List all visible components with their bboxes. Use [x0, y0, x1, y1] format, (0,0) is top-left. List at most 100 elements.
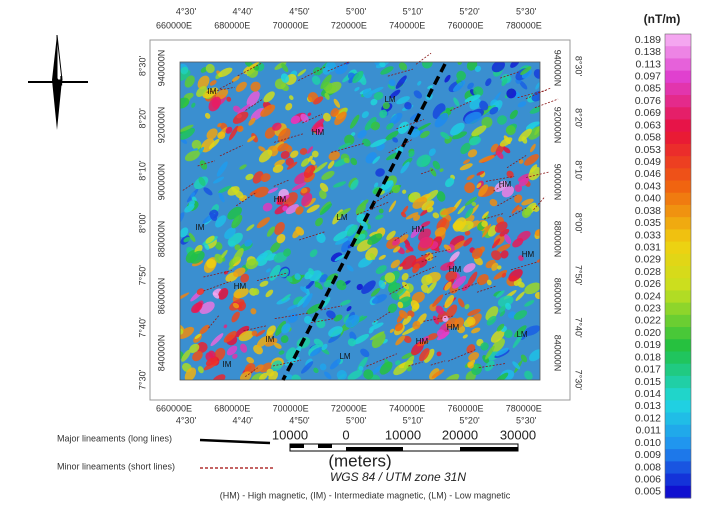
bottom-degree: 4°40': [233, 415, 254, 425]
scale-tick: 0: [342, 427, 349, 442]
scale-tick: 10000: [385, 427, 421, 442]
colorbar-label: 0.138: [635, 46, 661, 58]
left-degree: 8°10': [137, 160, 147, 181]
colorbar-swatch: [665, 254, 691, 267]
colorbar-swatch: [665, 327, 691, 340]
right-utm: 940000N: [553, 50, 563, 87]
colorbar-label: 0.026: [635, 278, 661, 290]
scale-seg: [318, 444, 332, 448]
bottom-utm: 760000E: [447, 403, 483, 413]
map-label: IM: [196, 223, 205, 232]
left-utm: 880000N: [156, 221, 166, 258]
colorbar-swatch: [665, 58, 691, 71]
magnetic-map: [172, 56, 546, 388]
colorbar-swatch: [665, 46, 691, 59]
colorbar-swatch: [665, 107, 691, 120]
right-utm: 860000N: [553, 278, 563, 315]
colorbar-swatch: [665, 278, 691, 291]
colorbar-label: 0.024: [635, 290, 661, 302]
colorbar-swatch: [665, 181, 691, 194]
colorbar-swatch: [665, 449, 691, 462]
map-label: HM: [499, 180, 512, 189]
map-label: HM: [447, 323, 460, 332]
right-degree: 8°00': [574, 213, 584, 234]
colorbar-label: 0.076: [635, 95, 661, 107]
colorbar-swatch: [665, 425, 691, 438]
colorbar-swatch: [665, 83, 691, 96]
right-degree: 8°20': [574, 108, 584, 129]
legend-major: Major lineaments (long lines): [57, 433, 172, 443]
scale-seg: [290, 444, 304, 448]
top-degree: 4°50': [289, 6, 310, 16]
map-label: HM: [416, 337, 429, 346]
map-label: IM: [223, 360, 232, 369]
map-label: IM: [208, 87, 217, 96]
right-degree: 7°50': [574, 265, 584, 286]
right-utm: 900000N: [553, 164, 563, 201]
left-degree: 7°50': [137, 265, 147, 286]
top-utm: 740000E: [389, 20, 425, 30]
map-label: LM: [516, 330, 527, 339]
colorbar-label: 0.035: [635, 217, 661, 229]
map-label: LM: [339, 352, 350, 361]
left-degree: 8°00': [137, 212, 147, 233]
left-degree: 8°30': [137, 56, 147, 77]
map-label: LM: [336, 213, 347, 222]
colorbar-label: 0.023: [635, 303, 661, 315]
bottom-utm: 720000E: [331, 403, 367, 413]
colorbar-label: 0.015: [635, 376, 661, 388]
scale-bar: [290, 444, 518, 451]
colorbar-label: 0.010: [635, 437, 661, 449]
map-label: HM: [522, 250, 535, 259]
right-degree: 8°10': [574, 160, 584, 181]
colorbar-swatch: [665, 413, 691, 426]
colorbar-label: 0.063: [635, 119, 661, 131]
colorbar-label: 0.009: [635, 449, 661, 461]
colorbar-unit: (nT/m): [644, 12, 681, 26]
left-degree: 7°40': [137, 317, 147, 338]
colorbar-label: 0.019: [635, 339, 661, 351]
map-label: HM: [312, 128, 325, 137]
colorbar-swatch: [665, 119, 691, 132]
top-utm: 720000E: [331, 20, 367, 30]
map-label: IM: [266, 335, 275, 344]
top-degree: 4°40': [233, 6, 254, 16]
colorbar-swatch: [665, 437, 691, 450]
colorbar-swatch: [665, 217, 691, 230]
colorbar-swatch: [665, 156, 691, 169]
colorbar-label: 0.011: [636, 425, 662, 437]
colorbar-label: 0.014: [635, 388, 661, 400]
bottom-utm: 740000E: [389, 403, 425, 413]
colorbar-label: 0.031: [635, 241, 661, 253]
map-label: LM: [384, 95, 395, 104]
colorbar-swatch: [665, 205, 691, 218]
bottom-degree: 5°30': [516, 415, 537, 425]
colorbar-swatch: [665, 461, 691, 474]
bottom-utm: 660000E: [156, 403, 192, 413]
bottom-degree: 5°20': [459, 415, 480, 425]
colorbar-label: 0.043: [635, 180, 661, 192]
colorbar-label: 0.085: [635, 83, 661, 95]
colorbar-swatch: [665, 486, 691, 499]
colorbar-swatch: [665, 71, 691, 84]
left-utm: 860000N: [156, 278, 166, 315]
top-utm: 780000E: [506, 20, 542, 30]
projection: WGS 84 / UTM zone 31N: [330, 470, 466, 484]
map-figure: N Major lineaments (long lines) Minor li…: [0, 0, 709, 508]
scale-tick: 10000: [272, 427, 308, 442]
colorbar-swatch: [665, 303, 691, 316]
colorbar-swatch: [665, 388, 691, 401]
top-utm: 660000E: [156, 20, 192, 30]
colorbar-label: 0.013: [635, 400, 661, 412]
colorbar-swatch: [665, 339, 691, 352]
colorbar-label: 0.189: [635, 34, 661, 46]
colorbar-swatch: [665, 364, 691, 377]
bottom-degree: 4°30': [176, 415, 197, 425]
colorbar-label: 0.046: [635, 168, 661, 180]
colorbar-label: 0.058: [635, 132, 661, 144]
footnote: (HM) - High magnetic, (IM) - Intermediat…: [220, 490, 511, 500]
scale-seg: [460, 447, 518, 451]
colorbar-label: 0.028: [635, 266, 661, 278]
top-degree: 5°20': [459, 6, 480, 16]
bottom-degree: 5°10': [403, 415, 424, 425]
